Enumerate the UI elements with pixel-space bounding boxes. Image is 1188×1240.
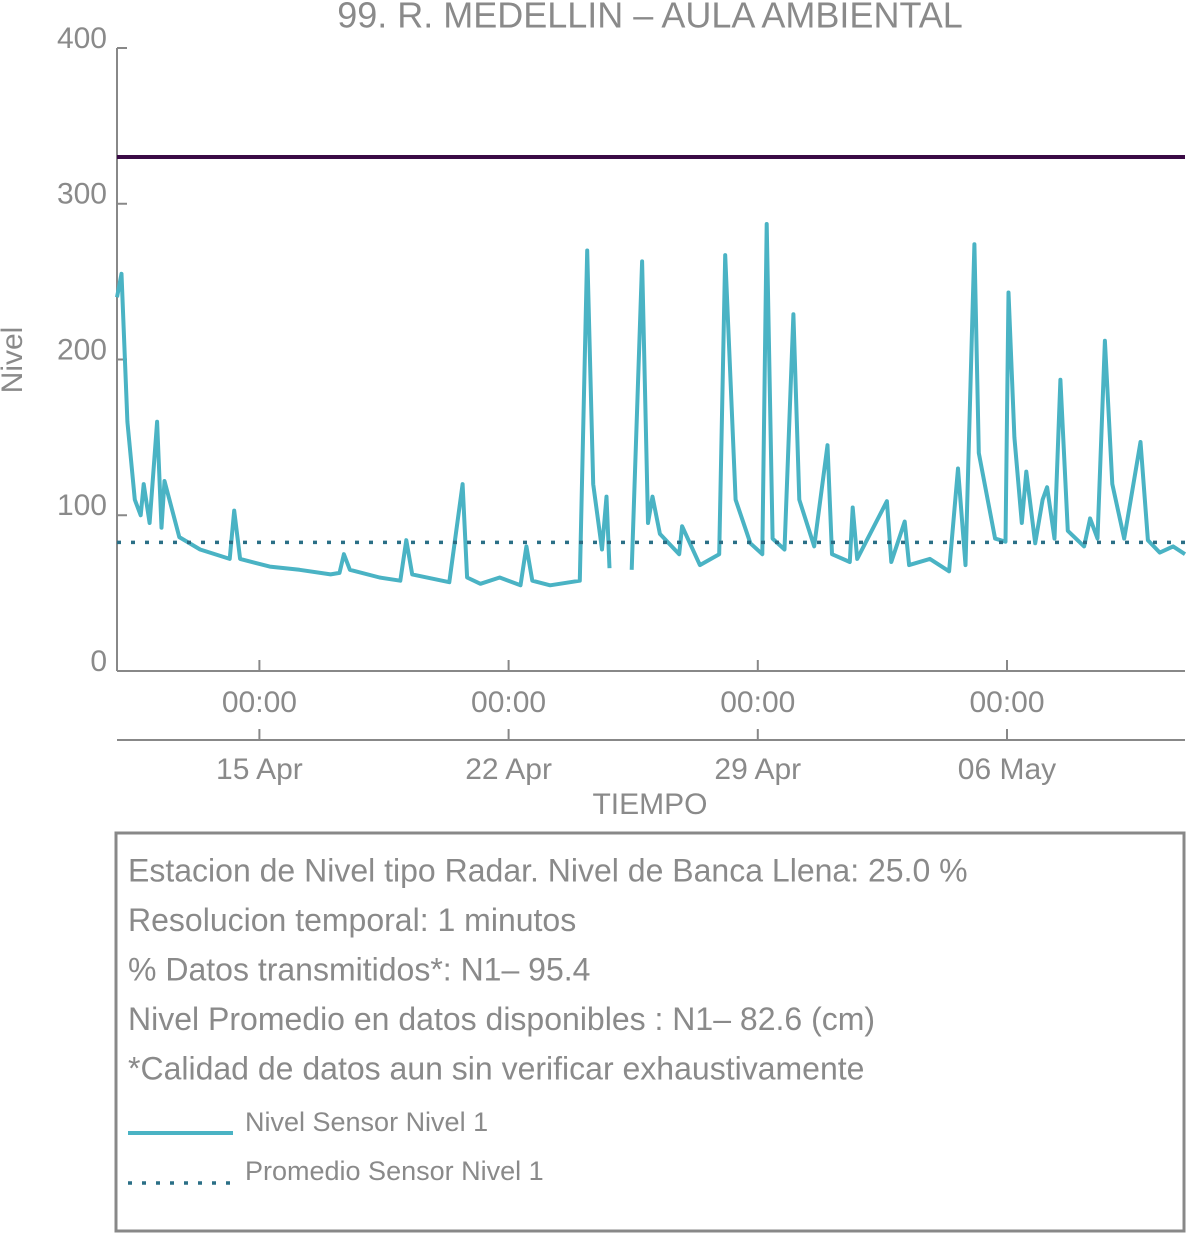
info-text: % Datos transmitidos*: N1– 95.4	[128, 951, 590, 987]
y-axis-label: Nivel	[0, 327, 29, 394]
x-tick-label: 00:00	[720, 686, 795, 719]
y-tick-label: 0	[90, 645, 107, 678]
y-tick-label: 200	[57, 333, 107, 366]
legend-label: Nivel Sensor Nivel 1	[245, 1107, 488, 1137]
x-tick-label-secondary: 15 Apr	[216, 753, 303, 786]
info-text: *Calidad de datos aun sin verificar exha…	[128, 1050, 864, 1086]
x-axis-label: TIEMPO	[592, 788, 707, 821]
data-line	[115, 222, 1187, 588]
x-tick-label: 00:00	[969, 686, 1044, 719]
info-text: Resolucion temporal: 1 minutos	[128, 902, 576, 938]
info-text: Estacion de Nivel tipo Radar. Nivel de B…	[128, 852, 968, 888]
info-text: Nivel Promedio en datos disponibles : N1…	[128, 1001, 875, 1037]
legend-label: Promedio Sensor Nivel 1	[245, 1156, 544, 1186]
x-tick-label-secondary: 29 Apr	[714, 753, 801, 786]
info-box	[114, 831, 1186, 1233]
x-tick-label: 00:00	[471, 686, 546, 719]
y-tick-label: 400	[57, 22, 107, 55]
chart-title: 99. R. MEDELLIN – AULA AMBIENTAL	[337, 0, 963, 36]
y-tick-label: 300	[57, 178, 107, 211]
x-tick-label-secondary: 06 May	[958, 753, 1056, 786]
y-tick-label: 100	[57, 489, 107, 522]
x-tick-label: 00:00	[222, 686, 297, 719]
x-tick-label-secondary: 22 Apr	[465, 753, 552, 786]
